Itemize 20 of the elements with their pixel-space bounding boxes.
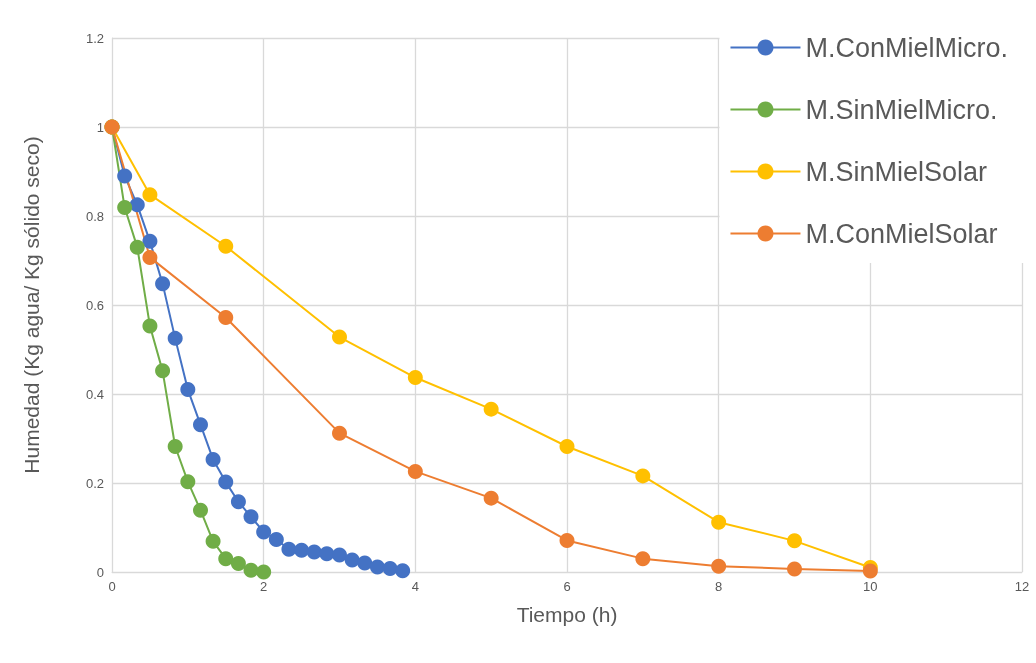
y-tick-label: 0.4 [85,386,104,402]
legend-label: M.SinMielMicro. [805,94,998,125]
y-tick-label: 1.2 [85,30,104,46]
x-tick-label: 4 [411,579,419,594]
y-axis-title: Humedad (Kg agua/ Kg sólido seco) [20,136,43,474]
x-axis-title: Tiempo (h) [516,603,618,626]
x-tick-label: 6 [563,579,571,594]
y-tick-label: 1 [96,119,104,135]
x-tick-label: 12 [1014,579,1030,594]
legend-label: M.ConMielMicro. [805,32,1008,63]
y-tick-label: 0.6 [85,297,104,313]
legend-label: M.ConMielSolar [805,218,998,249]
y-tick-label: 0 [96,564,104,580]
x-tick-label: 10 [863,579,878,594]
y-tick-label: 0.8 [85,208,104,224]
x-tick-label: 8 [715,579,723,594]
x-tick-label: 2 [260,579,268,594]
x-tick-label: 0 [108,579,116,594]
legend-label: M.SinMielSolar [805,156,988,187]
y-tick-label: 0.2 [85,475,104,491]
